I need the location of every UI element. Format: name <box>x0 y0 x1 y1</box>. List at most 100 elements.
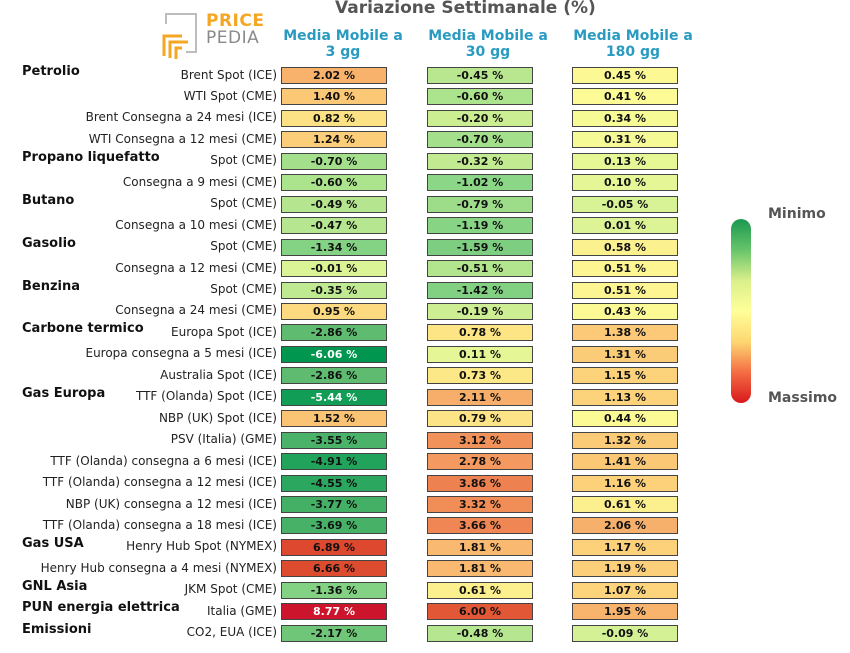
row-label: TTF (Olanda) consegna a 6 mesi (ICE) <box>50 453 277 468</box>
row-label: Italia (GME) <box>206 603 277 618</box>
heatmap-cell: 3.86 % <box>427 474 533 492</box>
heatmap-cell: -0.35 % <box>281 281 387 299</box>
heatmap-cell: 0.31 % <box>572 131 678 149</box>
heatmap-cell: 0.79 % <box>427 410 533 428</box>
heatmap-cell: -0.60 % <box>427 88 533 106</box>
heatmap-cell: 0.10 % <box>572 174 678 192</box>
group-label: Carbone termico <box>22 321 144 337</box>
heatmap-cell: 2.11 % <box>427 388 533 406</box>
heatmap-cell: 1.13 % <box>572 388 678 406</box>
row-label: Australia Spot (ICE) <box>160 367 277 382</box>
heatmap-cell: 2.02 % <box>281 67 387 84</box>
heatmap-cell: -1.34 % <box>281 238 387 256</box>
row-label: Henry Hub Spot (NYMEX) <box>126 539 277 554</box>
row-label: TTF (Olanda) consegna a 18 mesi (ICE) <box>42 517 277 532</box>
pricepedia-logo: PRICE PEDIA <box>162 11 265 60</box>
heatmap-cell: -2.17 % <box>281 624 387 642</box>
heatmap-cell: 1.95 % <box>572 603 678 621</box>
row-label: Europa consegna a 5 mesi (ICE) <box>85 346 277 361</box>
heatmap-cell: 0.01 % <box>572 217 678 235</box>
heatmap-cell: 1.81 % <box>427 560 533 578</box>
heatmap-cell: 1.38 % <box>572 324 678 342</box>
heatmap-cell: -0.20 % <box>427 109 533 127</box>
row-label: Consegna a 12 mesi (CME) <box>115 260 277 275</box>
row-label: Spot (CME) <box>210 239 277 254</box>
heatmap-cell: 1.07 % <box>572 581 678 599</box>
heatmap-cell: -0.05 % <box>572 195 678 213</box>
heatmap-cell: -0.79 % <box>427 195 533 213</box>
heatmap-cell: 6.00 % <box>427 603 533 621</box>
group-label: Propano liquefatto <box>22 149 160 165</box>
heatmap-cell: 1.52 % <box>281 410 387 428</box>
heatmap-cell: 1.19 % <box>572 560 678 578</box>
heatmap-cell: 1.81 % <box>427 538 533 556</box>
group-label: Butano <box>22 192 75 208</box>
row-label: JKM Spot (CME) <box>184 582 277 597</box>
heatmap-cell: 6.66 % <box>281 560 387 578</box>
row-label: WTI Consegna a 12 mesi (CME) <box>88 131 277 146</box>
heatmap-cell: 0.13 % <box>572 152 678 170</box>
column-header-line: 30 gg <box>465 44 511 60</box>
heatmap-cell: -0.01 % <box>281 260 387 278</box>
row-label: CO2, EUA (ICE) <box>186 625 277 640</box>
heatmap-cell: -5.44 % <box>281 388 387 406</box>
row-label: NBP (UK) consegna a 12 mesi (ICE) <box>65 496 277 511</box>
legend-max-label: Massimo <box>768 390 838 406</box>
heatmap-cell: -0.60 % <box>281 174 387 192</box>
row-label: Consegna a 10 mesi (CME) <box>115 217 277 232</box>
row-label: TTF (Olanda) Spot (ICE) <box>135 389 277 404</box>
heatmap-cell: 1.24 % <box>281 131 387 149</box>
logo-mark-icon <box>162 13 197 59</box>
heatmap-cell: 6.89 % <box>281 538 387 556</box>
logo-word-price: PRICE <box>206 11 265 31</box>
heatmap-cell: -0.45 % <box>427 67 533 84</box>
heatmap-cell: 1.41 % <box>572 453 678 471</box>
group-label: GNL Asia <box>22 578 88 594</box>
heatmap-cell: 0.45 % <box>572 67 678 84</box>
heatmap-cell: 0.44 % <box>572 410 678 428</box>
heatmap-cell: -3.69 % <box>281 517 387 535</box>
row-label: PSV (Italia) (GME) <box>170 432 277 447</box>
heatmap-cell: 1.15 % <box>572 367 678 385</box>
row-label: Brent Consegna a 24 mesi (ICE) <box>85 110 277 125</box>
heatmap-cell: 1.16 % <box>572 474 678 492</box>
heatmap-cell: -0.51 % <box>427 260 533 278</box>
column-header-line: 180 gg <box>605 44 661 60</box>
heatmap-cell: 0.61 % <box>427 581 533 599</box>
heatmap-cell: 1.40 % <box>281 88 387 106</box>
row-label: TTF (Olanda) consegna a 12 mesi (ICE) <box>42 475 277 490</box>
heatmap-cell: -2.86 % <box>281 324 387 342</box>
row-label: WTI Spot (CME) <box>183 88 277 103</box>
column-header-line: Media Mobile a <box>428 28 548 44</box>
heatmap-cell: 0.11 % <box>427 345 533 363</box>
heatmap-cell: 1.32 % <box>572 431 678 449</box>
heatmap-cell: 0.41 % <box>572 88 678 106</box>
heatmap-cell: 0.51 % <box>572 260 678 278</box>
color-scale-bar <box>731 219 751 403</box>
heatmap-cell: -0.19 % <box>427 302 533 320</box>
group-label: Benzina <box>22 278 81 294</box>
heatmap-cell: 0.61 % <box>572 496 678 513</box>
heatmap-cell: -3.55 % <box>281 431 387 449</box>
heatmap-cell: -4.91 % <box>281 453 387 471</box>
group-label: Emissioni <box>22 621 92 637</box>
heatmap-cell: -1.02 % <box>427 174 533 192</box>
column-header-2: Media Mobile a 30 gg <box>423 28 553 60</box>
heatmap-cell: 0.51 % <box>572 281 678 299</box>
heatmap-cell: -0.32 % <box>427 152 533 170</box>
heatmap-cell: 0.95 % <box>281 302 387 320</box>
column-header-line: 3 gg <box>325 44 361 60</box>
heatmap-cell: 3.66 % <box>427 517 533 535</box>
group-label: Petrolio <box>22 64 80 79</box>
row-label: Brent Spot (ICE) <box>180 67 277 82</box>
row-label: NBP (UK) Spot (ICE) <box>158 410 277 425</box>
heatmap-cell: 8.77 % <box>281 603 387 621</box>
group-label: Gas Europa <box>22 385 106 401</box>
heatmap-cell: -0.70 % <box>427 131 533 149</box>
legend-min-label: Minimo <box>768 206 826 222</box>
heatmap-cell: 2.78 % <box>427 453 533 471</box>
heatmap-cell: -0.70 % <box>281 152 387 170</box>
heatmap-cell: -6.06 % <box>281 345 387 363</box>
heatmap-cell: 0.78 % <box>427 324 533 342</box>
